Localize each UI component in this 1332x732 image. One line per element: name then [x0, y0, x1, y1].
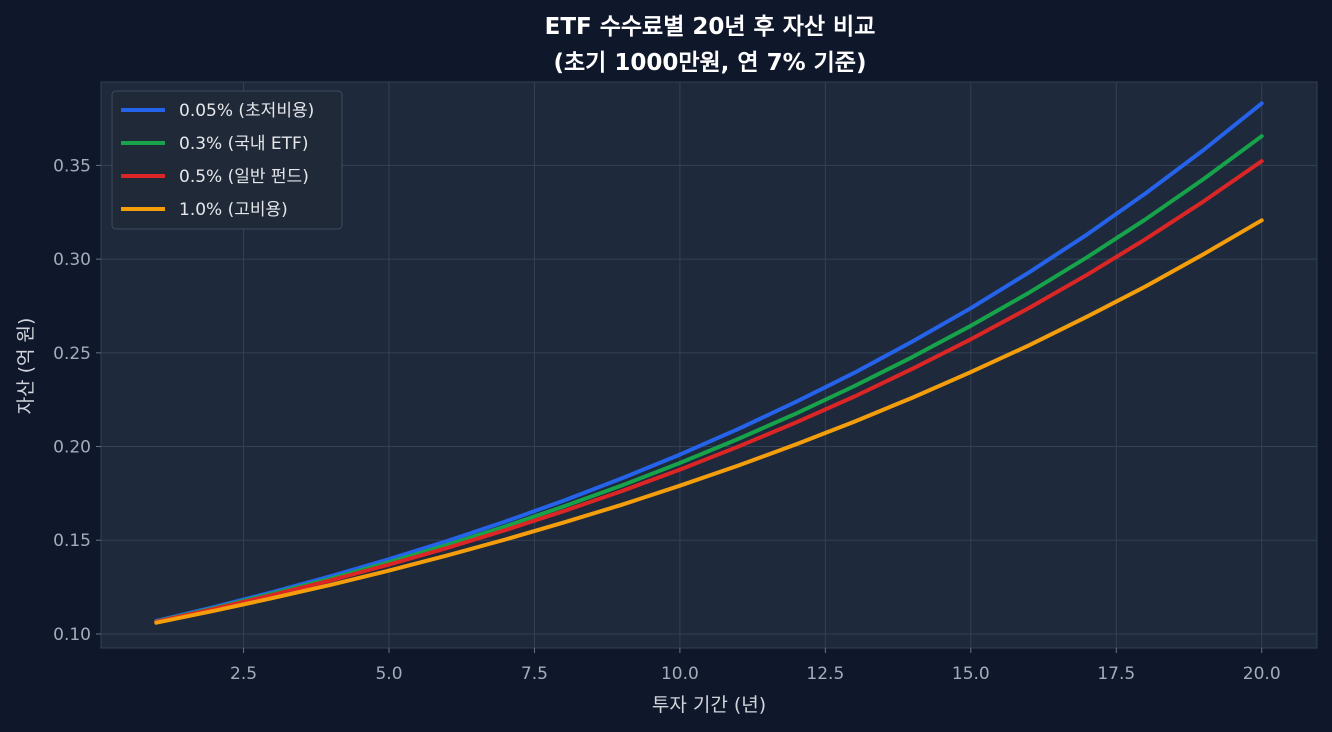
x-tick-label: 20.0 — [1243, 664, 1281, 684]
y-tick-label: 0.15 — [53, 531, 91, 551]
x-tick-label: 7.5 — [521, 664, 548, 684]
y-tick-label: 0.30 — [53, 250, 91, 270]
series-lines — [154, 101, 1264, 625]
legend-box — [111, 90, 343, 230]
legend: 0.05% (초저비용) 0.3% (국내 ETF) 0.5% (일반 펀드) 1.0… — [111, 90, 343, 230]
chart-subtitle: (초기 1000만원, 연 7% 기준) — [554, 50, 867, 76]
y-tick-label: 0.20 — [53, 438, 91, 458]
x-tick-label: 12.5 — [806, 664, 844, 684]
y-tick-label: 0.35 — [53, 156, 91, 176]
y-axis-label: 자산 (억 원) — [15, 318, 37, 415]
series-line-2 — [154, 159, 1264, 624]
y-tick-label: 0.10 — [53, 625, 91, 645]
chart-title: ETF 수수료별 20년 후 자산 비교 — [545, 14, 876, 40]
x-axis-ticks: 2.5 5.0 7.5 10.0 12.5 15.0 17.5 20.0 — [230, 648, 1281, 684]
x-tick-label: 2.5 — [230, 664, 257, 684]
series-line-0 — [154, 101, 1264, 623]
x-tick-label: 17.5 — [1097, 664, 1135, 684]
legend-label-1: 0.3% (국내 ETF) — [179, 134, 308, 154]
x-tick-label: 15.0 — [952, 664, 990, 684]
y-axis-ticks: 0.10 0.15 0.20 0.25 0.30 0.35 — [53, 156, 101, 645]
legend-label-0: 0.05% (초저비용) — [179, 101, 314, 121]
x-tick-label: 10.0 — [661, 664, 699, 684]
series-line-3 — [154, 218, 1264, 625]
legend-label-2: 0.5% (일반 펀드) — [179, 167, 309, 187]
legend-label-3: 1.0% (고비용) — [179, 200, 288, 220]
x-axis-label: 투자 기간 (년) — [652, 694, 766, 716]
y-tick-label: 0.25 — [53, 344, 91, 364]
x-tick-label: 5.0 — [375, 664, 402, 684]
